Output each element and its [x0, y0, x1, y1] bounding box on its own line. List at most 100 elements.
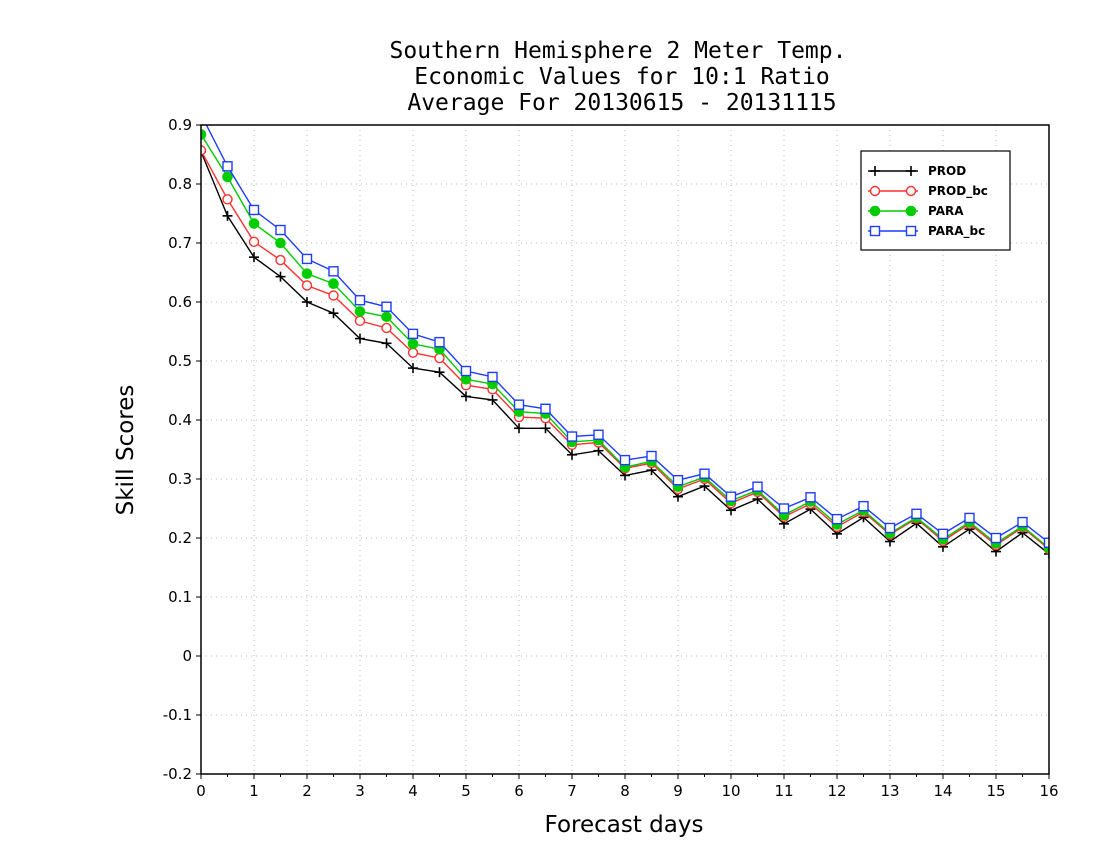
data-point	[725, 491, 737, 502]
legend-item: PROD_bc	[868, 184, 988, 199]
data-point	[487, 394, 498, 405]
y-tick-label: 0.9	[168, 116, 192, 134]
x-tick-label: 5	[461, 782, 471, 800]
data-point	[514, 423, 524, 434]
x-tick-label: 11	[774, 782, 793, 800]
data-point	[407, 338, 419, 350]
y-tick-label: 0.3	[168, 470, 192, 488]
y-axis-label: Skill Scores	[113, 385, 139, 516]
data-point	[381, 338, 392, 349]
data-point	[381, 322, 392, 334]
x-tick-label: 16	[1039, 782, 1058, 800]
data-point	[884, 522, 896, 534]
data-point	[672, 474, 684, 486]
data-point	[937, 528, 949, 540]
data-point	[328, 308, 339, 319]
legend-marker	[869, 185, 881, 197]
x-tick-label: 14	[933, 782, 952, 800]
data-point	[964, 512, 975, 524]
data-point	[566, 431, 578, 442]
data-point	[248, 236, 260, 248]
data-point	[275, 271, 286, 282]
legend-label: PARA_bc	[928, 224, 985, 239]
x-tick-label: 10	[721, 782, 740, 800]
data-point	[990, 532, 1002, 544]
legend-item: PROD	[868, 164, 966, 178]
y-tick-label: 0.1	[168, 588, 192, 606]
series-layer	[197, 110, 1049, 559]
x-tick-label: 15	[986, 782, 1005, 800]
legend-label: PROD	[928, 164, 966, 178]
data-point	[1017, 516, 1028, 528]
series-prod	[201, 146, 1049, 559]
data-point	[222, 171, 233, 183]
data-point	[831, 513, 843, 525]
y-tick-label: -0.2	[163, 765, 192, 783]
data-point	[513, 399, 525, 410]
vertical-gridlines	[253, 125, 997, 774]
y-tick-label: 0.8	[168, 175, 192, 193]
data-point	[248, 204, 260, 216]
data-point	[593, 429, 604, 440]
legend-marker	[869, 205, 881, 217]
y-tick-label: 0	[182, 647, 192, 665]
y-axis-ticks: -0.2 -0.1 0 0.1 0.2 0.3 0.4 0.5 0.6 0.7 0.8 0.9	[163, 116, 201, 783]
data-point	[381, 301, 392, 312]
data-point	[248, 218, 260, 229]
legend-label: PARA	[928, 204, 964, 218]
data-point	[354, 306, 366, 317]
x-tick-label: 8	[620, 782, 630, 800]
data-point	[646, 450, 657, 462]
data-point	[778, 503, 790, 514]
legend-item: PARA_bc	[868, 224, 985, 239]
data-point	[201, 129, 207, 140]
x-axis-ticks: 0 1 2 3 4 5 6 7 8 9 10 11 12 13 14 15 16	[196, 774, 1059, 800]
data-point	[222, 161, 233, 172]
data-point	[355, 333, 365, 344]
x-tick-label: 9	[673, 782, 683, 800]
data-point	[1044, 548, 1049, 559]
data-point	[460, 365, 472, 377]
data-point	[858, 500, 869, 512]
y-tick-label: 0.7	[168, 234, 192, 252]
data-point	[487, 371, 498, 383]
legend-marker	[869, 225, 881, 237]
data-point	[434, 352, 445, 364]
data-point	[699, 468, 710, 479]
legend-marker	[906, 166, 916, 176]
data-point	[302, 297, 312, 307]
data-point	[619, 454, 631, 466]
legend-item: PARA	[868, 204, 964, 218]
data-point	[354, 315, 366, 327]
data-point	[222, 194, 233, 205]
x-tick-label: 6	[514, 782, 524, 800]
chart-title-line-1: Southern Hemisphere 2 Meter Temp.	[390, 38, 847, 64]
x-tick-label: 1	[249, 782, 259, 800]
data-point	[201, 145, 207, 156]
x-tick-label: 13	[880, 782, 899, 800]
data-point	[567, 449, 577, 460]
data-point	[407, 328, 419, 340]
data-point	[275, 224, 286, 236]
y-tick-label: 0.5	[168, 352, 192, 370]
chart-title-line-2: Economic Values for 10:1 Ratio	[414, 64, 829, 90]
data-point	[197, 110, 206, 119]
x-tick-label: 2	[302, 782, 312, 800]
legend-marker	[870, 166, 880, 176]
data-point	[328, 266, 339, 277]
legend-marker	[905, 205, 917, 217]
data-point	[434, 367, 445, 378]
data-point	[540, 403, 551, 414]
data-point	[249, 252, 259, 263]
data-point	[328, 278, 339, 290]
legend: PROD PROD_bc PARA PARA_bc	[860, 150, 1011, 251]
legend-box	[860, 150, 1011, 251]
series-para-bc	[197, 110, 1049, 548]
x-tick-label: 12	[827, 782, 846, 800]
data-point	[301, 280, 313, 291]
data-point	[301, 253, 313, 265]
x-tick-label: 7	[567, 782, 577, 800]
y-tick-label: 0.4	[168, 411, 192, 429]
legend-label: PROD_bc	[928, 184, 988, 199]
